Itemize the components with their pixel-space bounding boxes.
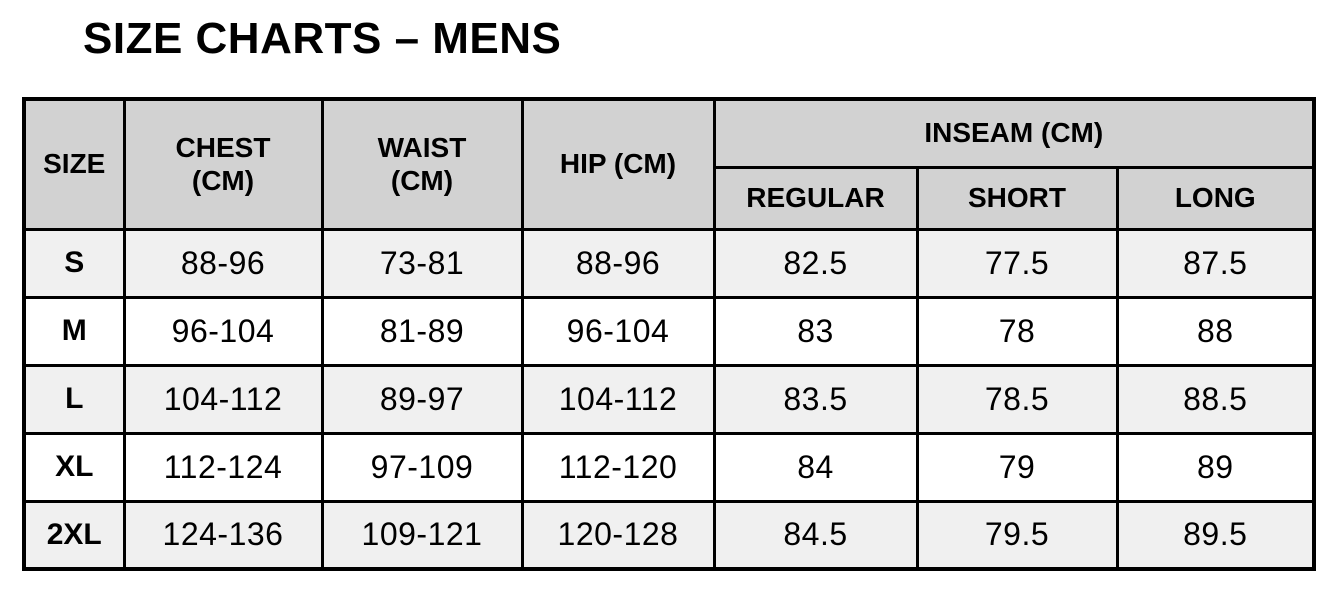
cell-waist: 97-109	[320, 431, 524, 503]
cell-waist: 89-97	[320, 363, 524, 435]
header-row-top: SIZE CHEST (CM) WAIST (CM) HIP (CM) INSE…	[22, 97, 1316, 231]
cell-size: M	[22, 295, 126, 367]
cell-inseam-short: 77.5	[915, 227, 1119, 299]
cell-chest: 104-112	[122, 363, 324, 435]
column-header-short: SHORT	[915, 165, 1119, 231]
column-header-waist: WAIST (CM)	[320, 97, 524, 231]
column-header-hip: HIP (CM)	[520, 97, 716, 231]
cell-inseam-long: 88	[1115, 295, 1316, 367]
column-group-header-inseam: INSEAM (CM)	[712, 97, 1316, 169]
cell-inseam-long: 89.5	[1115, 499, 1316, 571]
cell-inseam-regular: 84	[712, 431, 919, 503]
column-header-size: SIZE	[22, 97, 126, 231]
table-header: SIZE CHEST (CM) WAIST (CM) HIP (CM) INSE…	[22, 97, 1316, 231]
cell-waist: 81-89	[320, 295, 524, 367]
cell-hip: 104-112	[520, 363, 716, 435]
table-row: XL 112-124 97-109 112-120 84 79 89	[22, 431, 1316, 503]
cell-inseam-short: 79	[915, 431, 1119, 503]
size-chart-table: SIZE CHEST (CM) WAIST (CM) HIP (CM) INSE…	[22, 97, 1317, 571]
cell-inseam-regular: 83.5	[712, 363, 919, 435]
table-body: S 88-96 73-81 88-96 82.5 77.5 87.5 M 96-…	[22, 227, 1316, 571]
table-row: L 104-112 89-97 104-112 83.5 78.5 88.5	[22, 363, 1316, 435]
cell-hip: 96-104	[520, 295, 716, 367]
column-header-long: LONG	[1115, 165, 1316, 231]
cell-chest: 88-96	[122, 227, 324, 299]
cell-chest: 124-136	[122, 499, 324, 571]
cell-size: L	[22, 363, 126, 435]
cell-chest: 96-104	[122, 295, 324, 367]
page-title: SIZE CHARTS – MENS	[83, 14, 562, 63]
column-header-regular: REGULAR	[712, 165, 919, 231]
cell-waist: 109-121	[320, 499, 524, 571]
cell-inseam-short: 78	[915, 295, 1119, 367]
cell-inseam-short: 79.5	[915, 499, 1119, 571]
cell-size: 2XL	[22, 499, 126, 571]
cell-inseam-long: 89	[1115, 431, 1316, 503]
cell-chest: 112-124	[122, 431, 324, 503]
cell-size: XL	[22, 431, 126, 503]
cell-hip: 88-96	[520, 227, 716, 299]
cell-hip: 112-120	[520, 431, 716, 503]
table-row: M 96-104 81-89 96-104 83 78 88	[22, 295, 1316, 367]
header-row-sub: REGULAR SHORT LONG	[24, 165, 1316, 231]
cell-size: S	[22, 227, 126, 299]
cell-inseam-long: 88.5	[1115, 363, 1316, 435]
cell-inseam-regular: 82.5	[712, 227, 919, 299]
cell-inseam-regular: 84.5	[712, 499, 919, 571]
cell-waist: 73-81	[320, 227, 524, 299]
table-row: S 88-96 73-81 88-96 82.5 77.5 87.5	[22, 227, 1316, 299]
cell-hip: 120-128	[520, 499, 716, 571]
cell-inseam-regular: 83	[712, 295, 919, 367]
cell-inseam-long: 87.5	[1115, 227, 1316, 299]
table-row: 2XL 124-136 109-121 120-128 84.5 79.5 89…	[22, 499, 1316, 571]
column-header-chest: CHEST (CM)	[122, 97, 324, 231]
cell-inseam-short: 78.5	[915, 363, 1119, 435]
